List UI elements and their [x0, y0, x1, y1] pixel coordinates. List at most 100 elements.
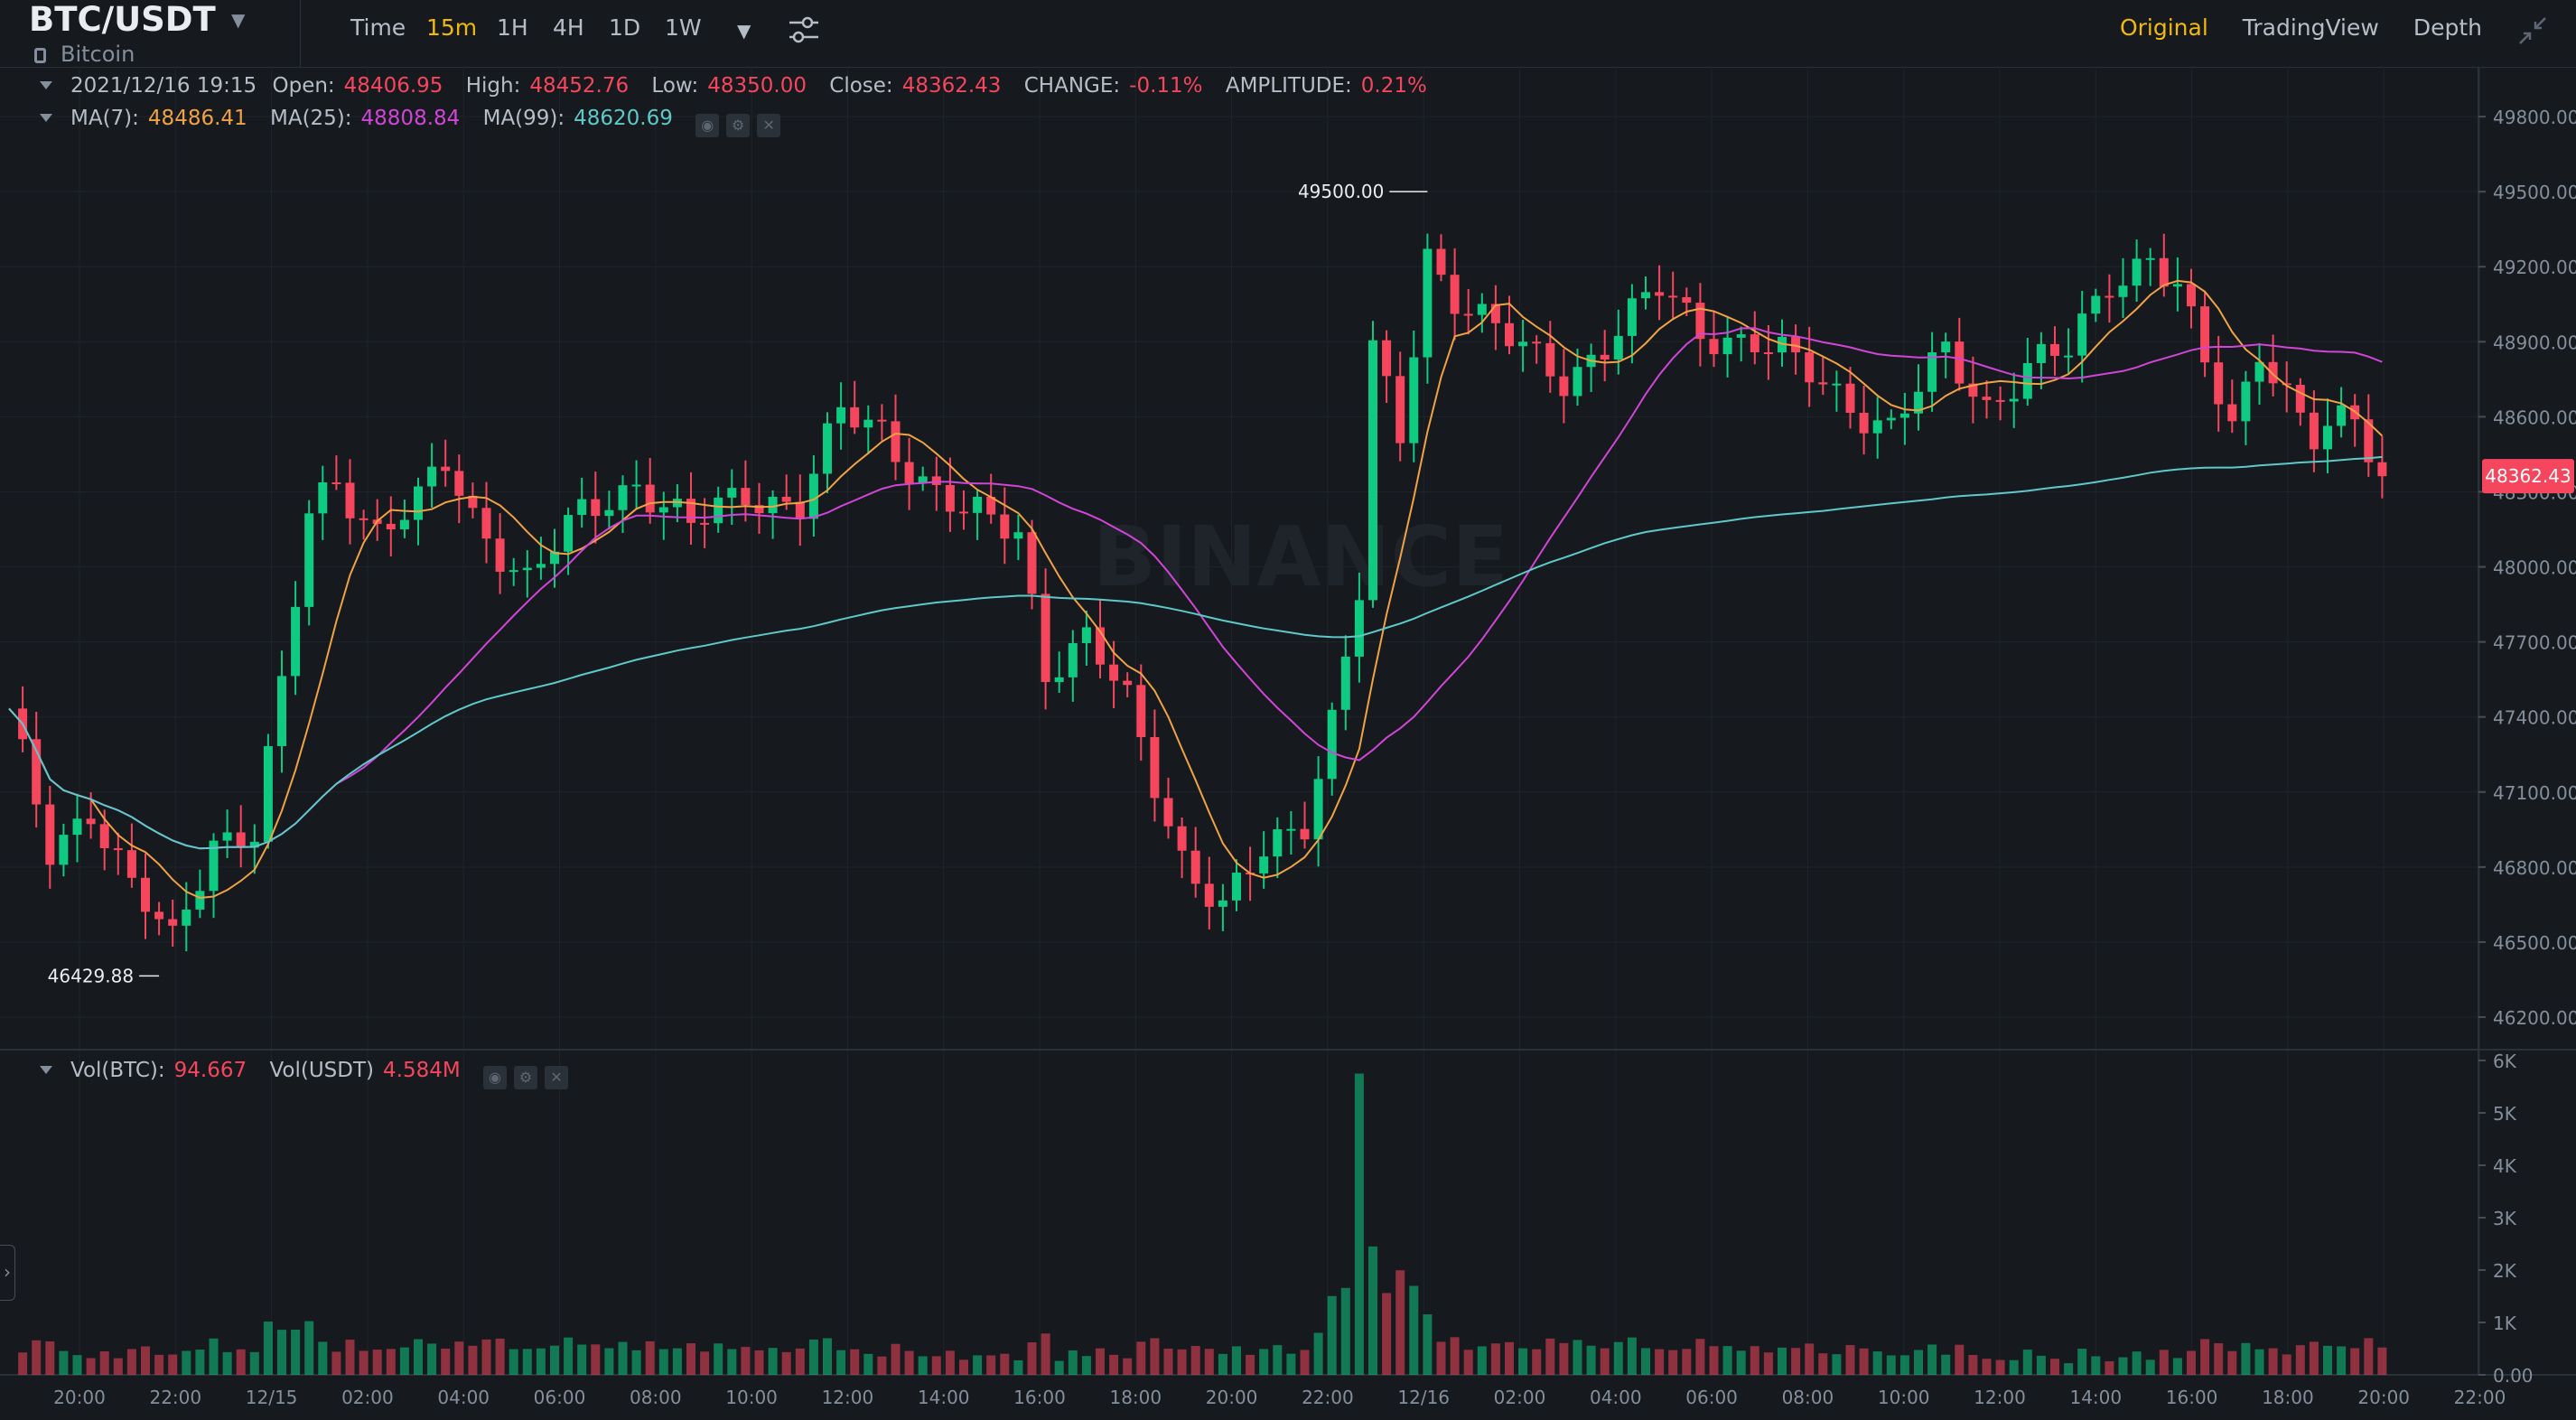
- candle-body: [850, 406, 860, 428]
- candle-body: [2241, 381, 2251, 422]
- volume-bar: [2200, 1339, 2210, 1375]
- view-depth[interactable]: Depth: [2413, 14, 2482, 41]
- symbol-title[interactable]: BTC/USDT: [29, 0, 216, 39]
- view-original[interactable]: Original: [2119, 14, 2208, 41]
- volume-bar: [263, 1322, 273, 1375]
- coin-name: Bitcoin: [34, 42, 135, 67]
- view-tradingview[interactable]: TradingView: [2242, 14, 2379, 41]
- volume-bar: [331, 1351, 341, 1375]
- volume-bar: [468, 1345, 478, 1375]
- candle-body: [577, 499, 587, 516]
- change-value: -0.11%: [1129, 74, 1203, 98]
- volume-bar: [823, 1338, 832, 1375]
- volume-bar: [795, 1348, 805, 1375]
- volume-bar: [2241, 1342, 2251, 1375]
- volume-tick-label: 4K: [2493, 1155, 2517, 1177]
- candle-body: [591, 499, 601, 517]
- vol-toggle-icon[interactable]: [40, 1066, 52, 1074]
- volume-bar: [700, 1351, 710, 1375]
- ma-close-icon[interactable]: ✕: [757, 114, 781, 137]
- volume-bar: [2009, 1359, 2019, 1375]
- volume-bar: [1586, 1345, 1596, 1375]
- price-tick-label: 46500.00: [2493, 932, 2576, 954]
- volume-bar: [2187, 1350, 2196, 1375]
- ma-visibility-icon[interactable]: ◉: [695, 114, 720, 137]
- candle-body: [1886, 417, 1896, 421]
- volume-bar: [1300, 1350, 1310, 1375]
- time-tick-label: 10:00: [725, 1387, 778, 1408]
- volume-bar: [2268, 1348, 2278, 1375]
- volume-bar: [1832, 1354, 1842, 1375]
- volume-bar: [1982, 1359, 1992, 1375]
- candle-body: [2118, 285, 2128, 297]
- volume-bar: [209, 1338, 219, 1375]
- volume-tick-label: 6K: [2493, 1051, 2517, 1072]
- interval-4h[interactable]: 4H: [553, 14, 584, 41]
- ma99-label: MA(99):: [482, 107, 565, 130]
- interval-15m[interactable]: 15m: [426, 14, 478, 41]
- candle-body: [1832, 383, 1842, 386]
- volume-bar: [359, 1350, 369, 1375]
- volume-bar: [1423, 1314, 1433, 1375]
- candle-body: [2187, 284, 2196, 307]
- volume-bar: [399, 1347, 409, 1375]
- candle-body: [263, 746, 273, 842]
- sidebar-expand-icon[interactable]: ›: [0, 1245, 15, 1301]
- volume-bar: [550, 1345, 559, 1375]
- candle-body: [631, 484, 641, 487]
- volume-bar: [564, 1337, 574, 1375]
- ma7-value: 48486.41: [147, 107, 247, 130]
- candle-body: [741, 488, 751, 506]
- candle-body: [1000, 514, 1010, 539]
- volume-bar: [754, 1350, 764, 1375]
- legend-toggle-icon[interactable]: [40, 81, 52, 89]
- interval-time[interactable]: Time: [350, 14, 406, 41]
- volume-bar: [672, 1348, 682, 1375]
- volume-bar: [1613, 1341, 1623, 1375]
- candle-body: [1409, 357, 1419, 444]
- candle-body: [1709, 339, 1719, 355]
- volume-bar: [1627, 1337, 1637, 1375]
- price-candles: [18, 233, 2387, 952]
- symbol-dropdown-icon[interactable]: ▼: [231, 9, 246, 31]
- ma-settings-icon[interactable]: ⚙: [726, 114, 751, 137]
- ma99-line: [8, 455, 2383, 850]
- collapse-icon[interactable]: [2516, 14, 2549, 47]
- volume-bar: [2337, 1346, 2347, 1375]
- volume-bar: [891, 1343, 901, 1375]
- top-toolbar: BTC/USDT ▼ Bitcoin Time 15m 1H 4H 1D 1W …: [0, 0, 2576, 68]
- candle-body: [2364, 419, 2374, 462]
- chart-settings-icon[interactable]: [788, 14, 820, 45]
- more-intervals-icon[interactable]: ▼: [737, 20, 751, 42]
- candle-body: [32, 739, 42, 805]
- vol-settings-icon[interactable]: ⚙: [514, 1066, 538, 1089]
- candle-body: [222, 832, 232, 841]
- candle-body: [1436, 248, 1446, 276]
- vol-usdt-label: Vol(USDT): [269, 1059, 375, 1082]
- volume-bar: [1477, 1346, 1487, 1375]
- volume-bar: [918, 1356, 928, 1375]
- interval-1d[interactable]: 1D: [609, 14, 641, 41]
- ma-toggle-icon[interactable]: [40, 114, 52, 122]
- volume-bar: [59, 1350, 69, 1375]
- volume-bar: [1041, 1333, 1050, 1375]
- time-tick-label: 06:00: [1685, 1387, 1738, 1408]
- candle-body: [714, 497, 723, 524]
- volume-bar: [304, 1321, 314, 1375]
- volume-bar: [850, 1349, 860, 1375]
- vol-visibility-icon[interactable]: ◉: [483, 1066, 508, 1089]
- candle-body: [2145, 257, 2155, 260]
- volume-bar: [1313, 1332, 1323, 1375]
- volume-bar: [1000, 1353, 1010, 1375]
- vol-close-icon[interactable]: ✕: [545, 1066, 569, 1089]
- candle-body: [2200, 306, 2210, 363]
- volume-bar: [1600, 1348, 1610, 1375]
- candle-body: [1477, 304, 1487, 315]
- low-value: 48350.00: [707, 74, 807, 98]
- interval-1h[interactable]: 1H: [497, 14, 528, 41]
- candle-body: [700, 522, 710, 525]
- time-tick-label: 12/15: [246, 1387, 298, 1408]
- interval-1w[interactable]: 1W: [665, 14, 702, 41]
- candle-body: [973, 496, 983, 513]
